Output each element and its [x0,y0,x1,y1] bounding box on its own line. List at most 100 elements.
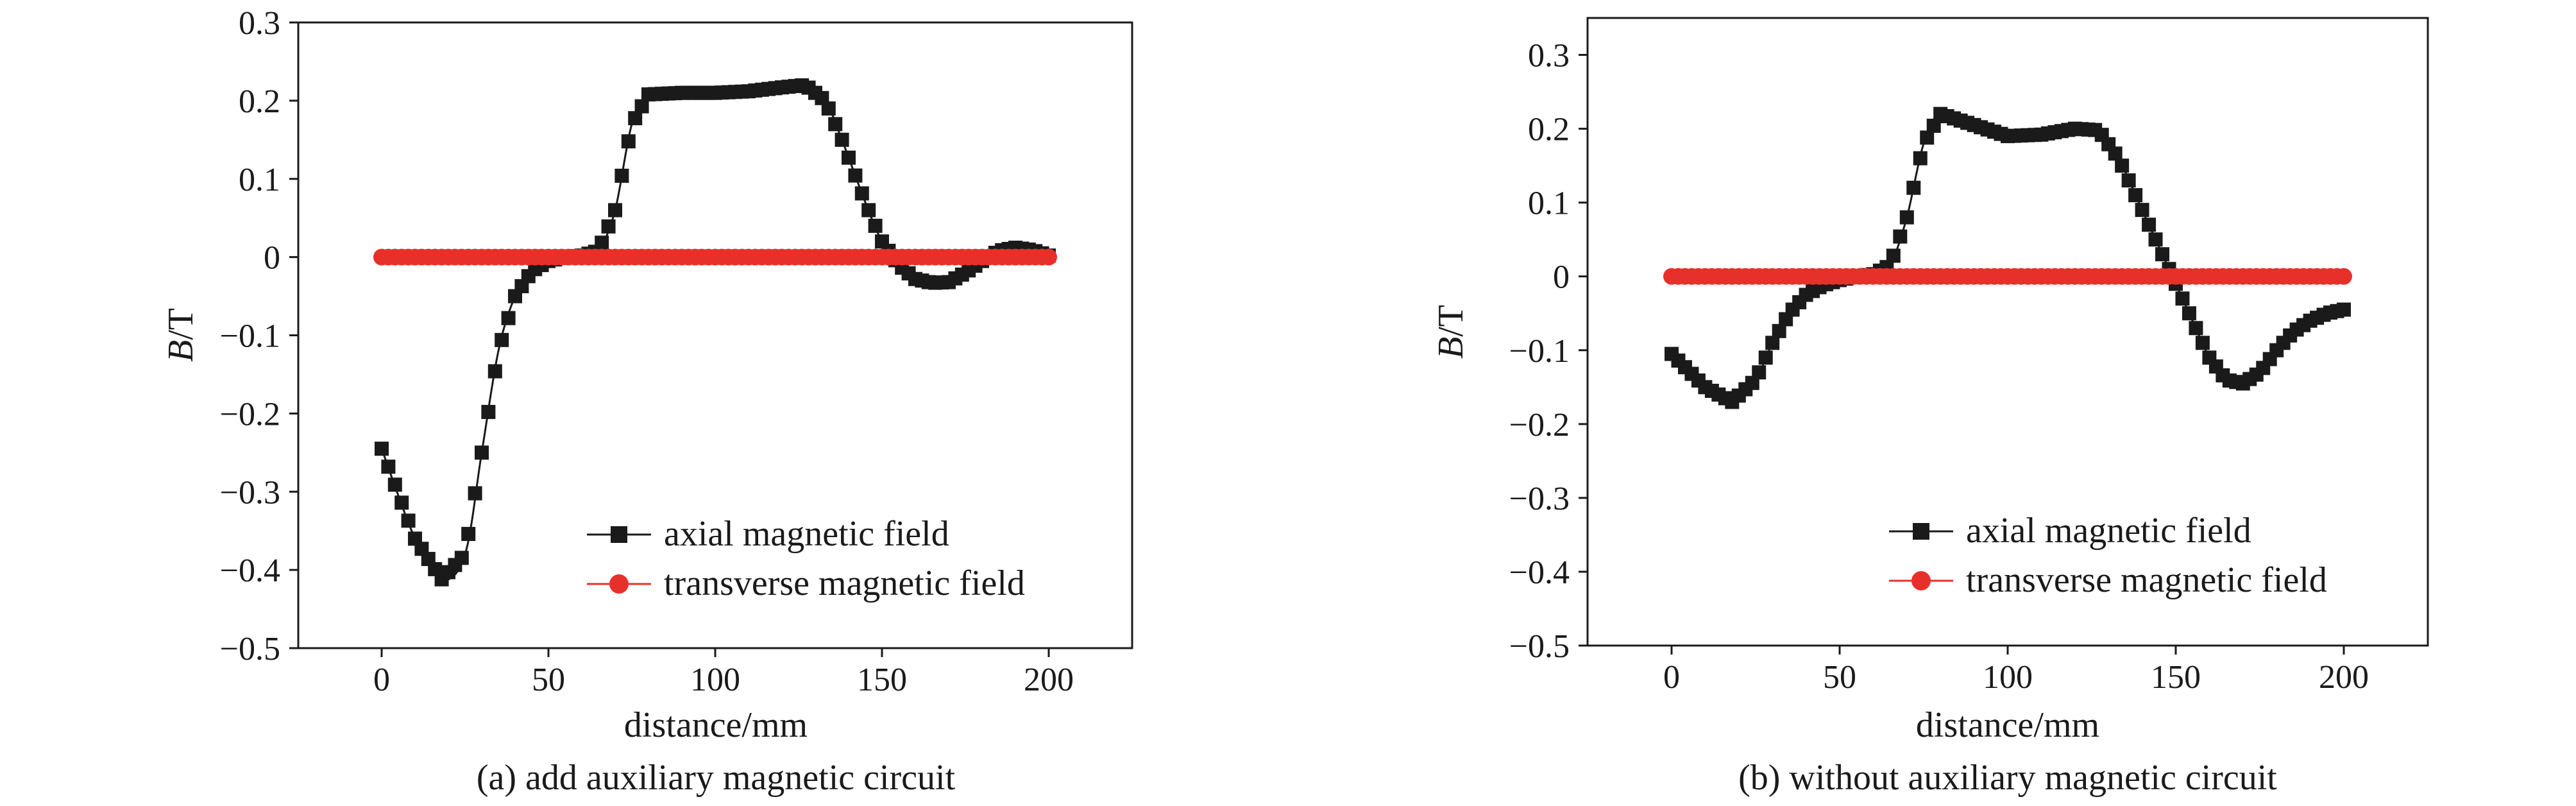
axial-point-b [2142,218,2157,232]
series-layer-a [373,78,1057,587]
axial-point-b [1752,365,1767,380]
axial-point-b [1906,180,1921,195]
y-tick-label-b: −0.3 [1509,481,1570,517]
panel-b: 0 50 100 150 200 −0.5 −0.4 −0.3 −0.2 −0.1 0 0.1 0.2 0… [1431,17,2429,798]
y-tick-label-a: −0.2 [220,396,280,433]
axial-point-b [2182,306,2196,321]
axial-point-a [481,404,496,419]
y-tick-label-b: −0.1 [1509,333,1570,370]
legend-a: axial magnetic field transverse magnetic… [587,514,1025,603]
x-tick-label-b: 0 [1663,659,1680,696]
axial-point-b [1765,336,1780,350]
axial-point-b [2128,188,2143,203]
axial-point-b [1758,350,1773,365]
legend-label-transverse-b: transverse magnetic field [1966,560,2327,600]
legend-label-axial-a: axial magnetic field [664,514,949,554]
axial-point-b [1926,118,1941,133]
x-tick-label-a: 150 [857,662,907,698]
legend-entry-axial-a: axial magnetic field [587,514,949,554]
axial-point-b [2195,336,2210,350]
axial-point-b [1886,248,1901,263]
axial-series-line-a [380,83,1049,581]
axial-point-a [621,134,636,149]
axial-point-b [1913,151,1928,166]
axial-point-a [394,495,409,510]
axial-point-a [601,219,616,234]
axial-point-a [401,513,416,528]
axial-point-a [828,117,843,132]
x-tick-label-a: 50 [532,662,565,698]
axial-point-a [475,445,489,460]
axial-point-a [861,203,876,218]
legend-swatch-marker-axial-b [1913,523,1929,540]
x-tick-label-b: 150 [2151,659,2201,696]
y-tick-label-b: 0.1 [1528,185,1570,222]
x-tick-label-a: 0 [373,662,390,698]
legend-b: axial magnetic field transverse magnetic… [1889,511,2327,600]
y-tick-label-b: 0.2 [1528,112,1570,148]
axial-point-a [608,203,622,218]
caption-b: (b) without auxiliary magnetic circuit [1738,758,2277,798]
axial-point-a [614,168,629,183]
axial-point-a [835,132,849,147]
y-tick-label-a: 0.1 [239,162,280,198]
axial-point-a [487,364,502,379]
y-tick-label-b: 0.3 [1528,38,1570,74]
legend-swatch-marker-transverse-b [1911,571,1931,590]
axial-point-a [634,99,649,114]
axial-point-b [2175,291,2190,306]
axial-point-b [2337,302,2351,317]
axial-point-b [2115,159,2130,173]
legend-swatch-marker-axial-a [611,526,627,543]
axial-point-b [2121,173,2136,188]
y-tick-label-b: −0.5 [1509,628,1570,665]
y-tick-label-a: −0.5 [220,631,280,667]
axial-point-b [1899,210,1914,225]
y-tick-label-b: −0.4 [1509,554,1570,591]
y-tick-label-a: 0 [264,240,280,277]
axial-point-a [595,236,609,250]
axial-point-b [1893,229,1908,244]
transverse-point-b [2335,268,2352,285]
y-axis-title-b: B/T [1431,305,1471,359]
axial-point-b [2135,203,2149,218]
axial-point-b [1920,130,1935,145]
axial-point-b [2155,247,2170,262]
y-tick-label-b: 0 [1553,259,1570,296]
axial-point-a [868,218,883,233]
axial-point-a [848,168,863,183]
axial-point-a [461,527,476,542]
axial-point-b [2148,232,2163,247]
legend-label-transverse-a: transverse magnetic field [664,563,1025,603]
x-tick-label-a: 100 [690,662,740,698]
y-tick-label-a: −0.3 [220,474,280,511]
legend-entry-transverse-b: transverse magnetic field [1889,560,2327,600]
x-axis-title-b: distance/mm [1916,705,2099,745]
y-tick-label-b: −0.2 [1509,407,1570,443]
panel-a: 0 50 100 150 200 −0.5 −0.4 −0.3 −0.2 −0.1 0 0.1 0.2 0… [161,5,1133,798]
legend-entry-axial-b: axial magnetic field [1889,511,2251,551]
axial-point-b [1772,323,1786,338]
axial-point-b [2189,321,2203,336]
y-tick-label-a: −0.4 [220,553,280,589]
axial-point-a [842,150,856,165]
axial-point-a [495,332,509,347]
legend-entry-transverse-a: transverse magnetic field [587,563,1025,603]
axial-point-a [375,442,389,456]
x-tick-label-b: 100 [1983,659,2033,696]
axial-point-a [381,459,396,474]
x-tick-label-b: 200 [2319,659,2369,696]
legend-label-axial-b: axial magnetic field [1966,511,2251,551]
y-tick-label-a: 0.2 [239,83,280,120]
axial-point-a [387,477,402,492]
series-layer-b [1663,107,2352,409]
transverse-point-a [1040,248,1057,266]
y-tick-label-a: 0.3 [239,5,280,42]
caption-a: (a) add auxiliary magnetic circuit [477,758,956,798]
axial-point-a [854,186,869,201]
x-tick-label-b: 50 [1823,659,1856,696]
axes-ticks-a: 0 50 100 150 200 −0.5 −0.4 −0.3 −0.2 −0.1 0 0.1 0.2 0… [220,5,1074,698]
x-tick-label-a: 200 [1024,662,1074,698]
axial-point-a [468,486,482,501]
